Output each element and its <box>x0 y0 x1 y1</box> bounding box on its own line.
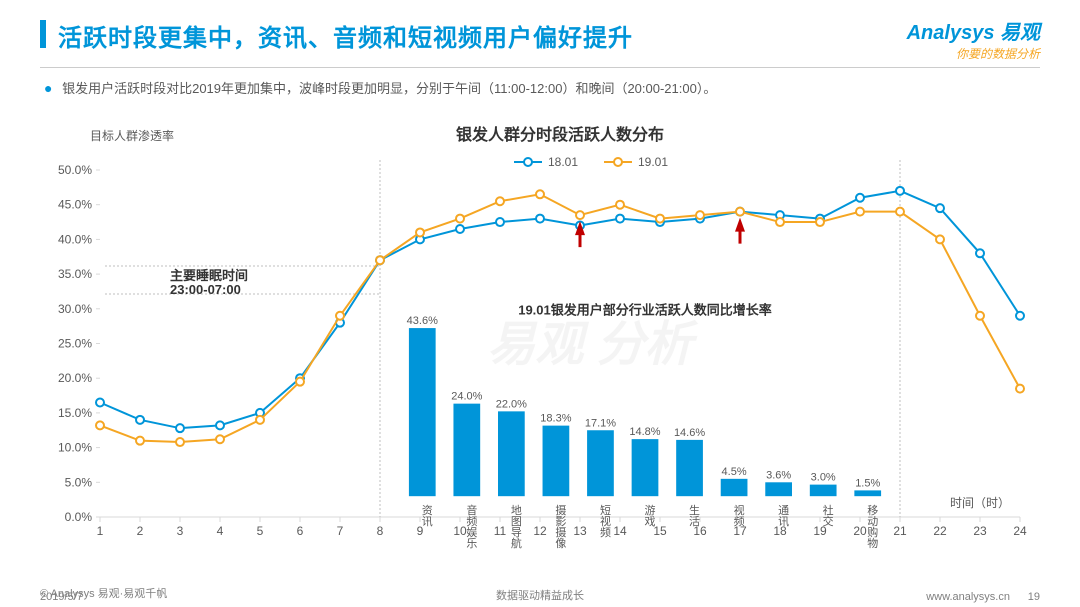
svg-text:0.0%: 0.0% <box>65 510 93 524</box>
svg-text:资讯: 资讯 <box>420 504 433 527</box>
footer-page: 19 <box>1028 591 1040 603</box>
brand-name: Analysys 易观 <box>907 16 1040 45</box>
svg-text:18.3%: 18.3% <box>540 413 571 425</box>
svg-text:25.0%: 25.0% <box>58 337 92 351</box>
brand-tagline: 你要的数据分析 <box>907 45 1040 62</box>
svg-text:时间（时）: 时间（时） <box>950 496 1010 510</box>
svg-text:社交: 社交 <box>821 503 834 527</box>
combined-chart-svg: 易观 分析目标人群渗透率银发人群分时段活跃人数分布0.0%5.0%10.0%15… <box>40 120 1040 557</box>
svg-text:30.0%: 30.0% <box>58 302 92 316</box>
svg-text:10.0%: 10.0% <box>58 441 92 455</box>
svg-text:目标人群渗透率: 目标人群渗透率 <box>90 128 174 143</box>
svg-text:音频娱乐: 音频娱乐 <box>465 503 478 548</box>
svg-text:视频: 视频 <box>732 503 745 527</box>
title-accent-bar <box>40 20 46 48</box>
svg-text:23: 23 <box>973 524 987 538</box>
footer: © Analysys 易观·易观千帆 2019/5/7 数据驱动精益成长 www… <box>40 585 1040 601</box>
svg-text:2: 2 <box>137 524 144 538</box>
svg-text:5.0%: 5.0% <box>65 475 93 489</box>
chart-area: 易观 分析目标人群渗透率银发人群分时段活跃人数分布0.0%5.0%10.0%15… <box>40 120 1040 557</box>
svg-text:地图导航: 地图导航 <box>509 504 522 549</box>
svg-text:43.6%: 43.6% <box>407 315 438 327</box>
svg-text:50.0%: 50.0% <box>58 163 92 177</box>
svg-text:14.8%: 14.8% <box>629 426 660 438</box>
svg-text:银发人群分时段活跃人数分布: 银发人群分时段活跃人数分布 <box>456 125 664 144</box>
svg-text:24.0%: 24.0% <box>451 391 482 403</box>
svg-text:22.0%: 22.0% <box>496 398 527 410</box>
svg-text:15.0%: 15.0% <box>58 406 92 420</box>
svg-text:12: 12 <box>533 524 547 538</box>
svg-text:3.0%: 3.0% <box>811 472 836 484</box>
svg-text:11: 11 <box>494 524 507 538</box>
svg-text:6: 6 <box>297 524 304 538</box>
svg-text:生活: 生活 <box>688 503 701 527</box>
svg-text:13: 13 <box>573 524 587 538</box>
svg-text:21: 21 <box>893 524 907 538</box>
svg-text:4.5%: 4.5% <box>722 466 747 478</box>
svg-text:19.01银发用户部分行业活跃人数同比增长率: 19.01银发用户部分行业活跃人数同比增长率 <box>518 303 772 318</box>
svg-text:短视频: 短视频 <box>598 503 611 538</box>
svg-text:通讯: 通讯 <box>777 504 790 527</box>
svg-text:45.0%: 45.0% <box>58 198 92 212</box>
svg-text:移动购物: 移动购物 <box>866 504 879 548</box>
svg-text:8: 8 <box>377 524 384 538</box>
footer-url: www.analysys.cn <box>926 591 1010 603</box>
svg-text:23:00-07:00: 23:00-07:00 <box>170 282 241 297</box>
svg-text:5: 5 <box>257 524 264 538</box>
svg-text:24: 24 <box>1013 524 1027 538</box>
svg-text:易观 分析: 易观 分析 <box>487 318 698 371</box>
svg-text:14: 14 <box>613 524 627 538</box>
svg-text:35.0%: 35.0% <box>58 267 92 281</box>
page-title: 活跃时段更集中，资讯、音频和短视频用户偏好提升 <box>58 18 633 53</box>
footer-date: 2019/5/7 <box>40 591 83 603</box>
svg-text:游戏: 游戏 <box>643 504 656 527</box>
svg-text:4: 4 <box>217 524 224 538</box>
svg-text:14.6%: 14.6% <box>674 427 705 439</box>
svg-text:15: 15 <box>653 524 667 538</box>
svg-text:主要睡眠时间: 主要睡眠时间 <box>170 268 248 283</box>
bullet-icon: ● <box>44 80 52 96</box>
svg-text:40.0%: 40.0% <box>58 232 92 246</box>
svg-text:18.01: 18.01 <box>548 155 578 169</box>
svg-text:摄影摄像: 摄影摄像 <box>554 503 567 548</box>
svg-text:17.1%: 17.1% <box>585 417 616 429</box>
svg-text:7: 7 <box>337 524 344 538</box>
bullet-text: 银发用户活跃时段对比2019年更加集中，波峰时段更加明显，分别于午间（11:00… <box>62 81 716 96</box>
bullet-line: ● 银发用户活跃时段对比2019年更加集中，波峰时段更加明显，分别于午间（11:… <box>0 68 1080 97</box>
brand-block: Analysys 易观 你要的数据分析 <box>907 16 1040 62</box>
svg-text:22: 22 <box>933 524 947 538</box>
footer-center: 数据驱动精益成长 <box>496 587 584 603</box>
svg-text:3: 3 <box>177 524 184 538</box>
svg-text:1: 1 <box>97 524 104 538</box>
svg-text:3.6%: 3.6% <box>766 469 791 481</box>
svg-text:1.5%: 1.5% <box>855 477 880 489</box>
svg-text:20.0%: 20.0% <box>58 371 92 385</box>
svg-text:19.01: 19.01 <box>638 155 668 169</box>
